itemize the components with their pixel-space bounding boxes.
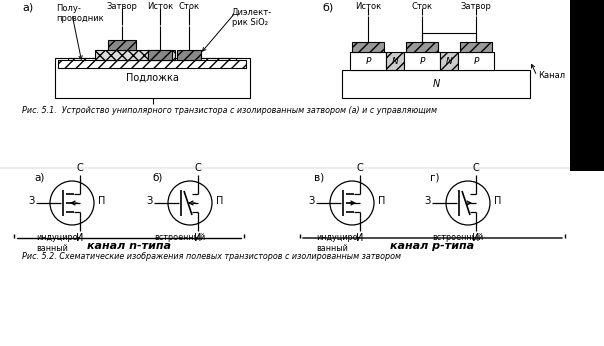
- Text: P: P: [419, 56, 425, 65]
- Text: Затвор: Затвор: [461, 2, 492, 11]
- Bar: [460, 42, 492, 52]
- Bar: [458, 52, 494, 70]
- Text: З: З: [146, 196, 152, 206]
- Text: З: З: [424, 196, 430, 206]
- Bar: [570, 0, 604, 171]
- Bar: [68, 58, 236, 63]
- Text: Сток: Сток: [178, 2, 199, 11]
- Text: Рис. 5.1.  Устройство униполярного транзистора с изолированным затвором (а) и с : Рис. 5.1. Устройство униполярного транзи…: [22, 106, 437, 115]
- Text: Рис. 5.2. Схематические изображения полевых транзисторов с изолированным затворо: Рис. 5.2. Схематические изображения поле…: [22, 252, 401, 261]
- Text: И: И: [472, 233, 480, 243]
- Text: б): б): [322, 2, 333, 12]
- Text: И: И: [194, 233, 202, 243]
- Bar: [95, 50, 175, 60]
- Bar: [148, 50, 172, 60]
- Text: г): г): [430, 173, 440, 183]
- Text: С: С: [356, 163, 364, 173]
- Text: б): б): [152, 173, 162, 183]
- Bar: [352, 42, 384, 52]
- Text: Затвор: Затвор: [106, 2, 138, 11]
- Text: P: P: [365, 56, 371, 65]
- Text: канал n-типа: канал n-типа: [87, 241, 171, 251]
- Bar: [342, 70, 530, 98]
- Bar: [177, 50, 201, 60]
- Text: Полу-
проводник: Полу- проводник: [56, 4, 104, 24]
- Bar: [58, 60, 246, 68]
- Bar: [386, 52, 404, 70]
- Text: З: З: [308, 196, 314, 206]
- Text: Исток: Исток: [147, 2, 173, 11]
- Text: индуциро-
ванный: индуциро- ванный: [36, 233, 80, 253]
- Text: П: П: [98, 196, 105, 206]
- Bar: [404, 52, 440, 70]
- Text: N: N: [446, 56, 452, 65]
- Bar: [406, 42, 438, 52]
- Bar: [350, 52, 386, 70]
- Text: П: П: [216, 196, 223, 206]
- Bar: [108, 40, 136, 50]
- Text: П: П: [494, 196, 501, 206]
- Bar: [55, 58, 250, 98]
- Text: Сток: Сток: [411, 2, 432, 11]
- Text: С: С: [472, 163, 480, 173]
- Text: канал p-типа: канал p-типа: [390, 241, 475, 251]
- Text: П: П: [378, 196, 385, 206]
- Text: С: С: [77, 163, 83, 173]
- Text: встроенный: встроенный: [432, 233, 483, 242]
- Bar: [440, 52, 458, 70]
- Text: индуциро-
ванный: индуциро- ванный: [316, 233, 361, 253]
- Text: а): а): [34, 173, 44, 183]
- Text: P: P: [474, 56, 479, 65]
- Text: З: З: [28, 196, 34, 206]
- Text: N: N: [432, 79, 440, 89]
- Text: а): а): [22, 2, 33, 12]
- Text: Канал: Канал: [538, 72, 565, 81]
- Text: Диэлект-
рик SiO₂: Диэлект- рик SiO₂: [232, 8, 272, 27]
- Text: И: И: [76, 233, 84, 243]
- Text: N: N: [391, 56, 399, 65]
- Text: И: И: [356, 233, 364, 243]
- Text: Подложка: Подложка: [126, 73, 179, 83]
- Text: С: С: [194, 163, 201, 173]
- Text: встроенный: встроенный: [154, 233, 205, 242]
- Text: в): в): [314, 173, 324, 183]
- Text: Исток: Исток: [355, 2, 381, 11]
